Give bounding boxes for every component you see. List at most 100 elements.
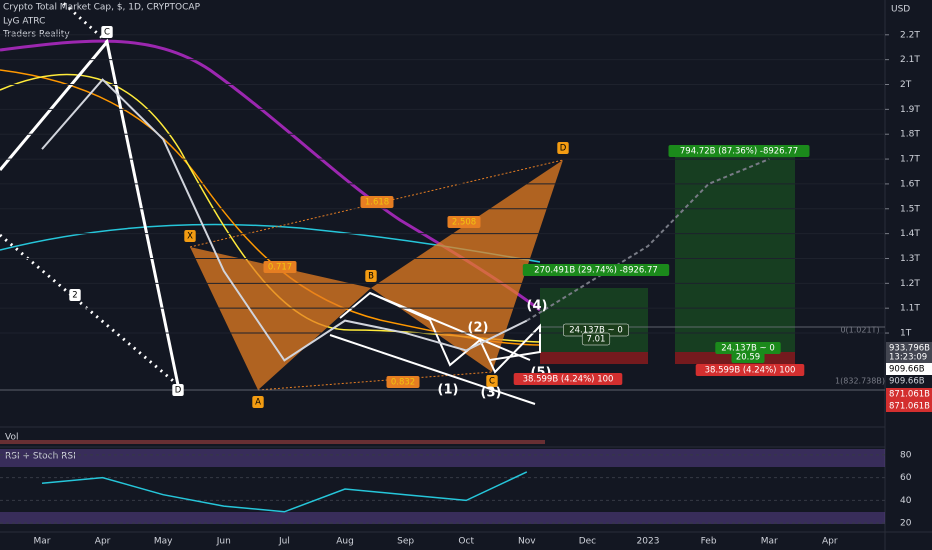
annotation-text: 38.599B (4.24%) 100 [705, 366, 796, 376]
y-tick-label: 1.5T [900, 204, 920, 214]
x-tick-label: 2023 [637, 537, 660, 547]
annotation-text: C [489, 377, 495, 387]
x-tick-label: Sep [397, 537, 414, 547]
indicator-label: LyG ATRC [3, 17, 45, 27]
y-tick-label: 2.1T [900, 55, 920, 65]
annotation-text: C [104, 28, 110, 38]
rsi-oversold-band [0, 512, 885, 524]
rsi-tick-label: 60 [900, 473, 912, 483]
annotation-box [69, 289, 81, 301]
annotation-box [101, 26, 113, 38]
annotation-box [386, 376, 420, 388]
annotation-box [365, 270, 377, 282]
price-label-box [886, 388, 932, 400]
annotation-box [668, 145, 810, 157]
price-label: 909.66B [889, 377, 925, 387]
annotation-box [252, 396, 264, 408]
annotation-text: 38.599B (4.24%) 100 [523, 375, 614, 385]
annotation-text: X [187, 232, 193, 242]
annotation-text: 2 [72, 291, 77, 301]
price-label-box [886, 375, 932, 387]
x-tick-label: Oct [458, 537, 474, 547]
y-tick-label: 1.4T [900, 229, 920, 239]
annotation-box [360, 196, 394, 208]
annotation-box [731, 351, 765, 363]
fib-label: 0(1.021T) [840, 326, 879, 335]
long-loss-zone [540, 352, 648, 364]
volume-bars [0, 440, 545, 444]
wedge-line [329, 334, 536, 405]
annotation-box [486, 375, 498, 387]
annotation-box [184, 230, 196, 242]
price-line [41, 78, 528, 362]
price-label: 933.796B [889, 344, 930, 354]
x-tick-label: Mar [34, 537, 51, 547]
annotation-box [513, 373, 623, 385]
x-tick-label: Apr [95, 537, 111, 547]
annotation-box [522, 264, 670, 276]
annotation-text: B [368, 272, 374, 282]
wave-label: (1) [438, 383, 459, 398]
x-tick-label: Mar [761, 537, 778, 547]
annotation-box [695, 364, 805, 376]
price-label: 13:23:09 [889, 353, 927, 363]
long-profit-zone [675, 157, 795, 352]
x-tick-label: Jul [278, 537, 290, 547]
annotation-text: 1.618 [365, 198, 389, 208]
y-tick-label: 1.1T [900, 304, 920, 314]
annotation-text: 270.491B (29.74%) -8926.77 [534, 266, 658, 276]
price-label-box [886, 363, 932, 375]
harmonic-bcd [371, 160, 563, 372]
y-tick-label: 1.8T [900, 130, 920, 140]
harmonic-xab [190, 247, 371, 390]
y-tick-label: 1.6T [900, 179, 920, 189]
y-tick-label: 2T [900, 80, 912, 90]
y-tick-label: 1.2T [900, 279, 920, 289]
annotation-text: 0.717 [268, 263, 292, 273]
ratio-line [257, 371, 493, 391]
annotation-text: 2.508 [452, 218, 476, 228]
wedge-line [369, 292, 531, 361]
y-tick-label: 2.2T [900, 30, 920, 40]
projection-line [526, 158, 770, 322]
annotation-box [447, 216, 481, 228]
annotation-text: 0.832 [391, 378, 415, 388]
currency: USD [891, 5, 910, 15]
price-label: 909.66B [889, 365, 925, 375]
rsi-line [41, 471, 528, 513]
annotation-box [557, 142, 569, 154]
annotation-box [172, 384, 184, 396]
x-tick-label: Dec [579, 537, 596, 547]
x-tick-label: May [154, 537, 173, 547]
x-tick-label: Apr [822, 537, 838, 547]
fib-label: 1(832.738B) [835, 377, 885, 386]
y-tick-label: 1T [900, 329, 912, 339]
annotation-text: 24.137B ~ 0 [721, 344, 775, 354]
rsi-tick-label: 80 [900, 450, 912, 460]
annotation-box [715, 342, 781, 354]
rsi-title: RSI + Stoch RSI [5, 452, 76, 462]
annotation-box [263, 261, 297, 273]
annotation-text: D [175, 386, 182, 396]
annotation-text: D [560, 144, 567, 154]
price-label: 871.061B [889, 402, 930, 412]
volume-label: Vol [5, 433, 18, 443]
wave-label: (2) [468, 321, 489, 336]
wave-label: (3) [481, 386, 502, 401]
annotation-text: 7.01 [587, 335, 606, 345]
price-label-box [886, 351, 932, 363]
y-tick-label: 1.7T [900, 155, 920, 165]
price-label-box [886, 400, 932, 412]
rsi-overbought-band [0, 449, 885, 467]
wave-label: (4) [527, 299, 548, 314]
rsi-tick-label: 40 [900, 496, 912, 506]
annotation-text: A [255, 398, 261, 408]
y-tick-label: 1.3T [900, 254, 920, 264]
annotation-box [581, 332, 611, 346]
chart-title: Crypto Total Market Cap, $, 1D, CRYPTOCA… [3, 3, 201, 13]
price-label: 871.061B [889, 390, 930, 400]
annotation-text: 24.137B ~ 0 [569, 326, 623, 336]
annotation-text: 20.59 [736, 353, 760, 363]
y-tick-label: 1.9T [900, 105, 920, 115]
